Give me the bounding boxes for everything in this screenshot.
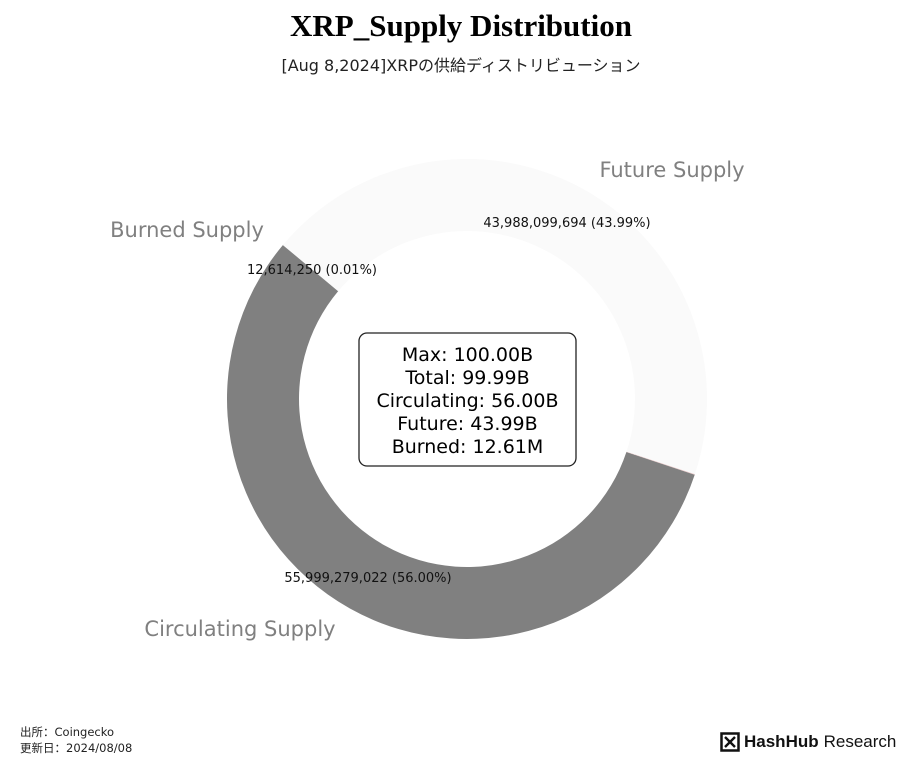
slice-circulating-supply [227, 244, 695, 639]
footer-notes: 出所：Coingecko 更新日：2024/08/08 [20, 724, 132, 756]
slice-burned-supply [626, 451, 695, 475]
label-circulating-supply: Circulating Supply [144, 617, 335, 641]
update-date: 更新日：2024/08/08 [20, 741, 133, 755]
summary-box [358, 332, 577, 467]
chart-title: XRP_Supply Distribution [290, 8, 632, 43]
summary-line: Future: 43.99B [397, 413, 537, 435]
value-label-future: 43,988,099,694 (43.99%) [483, 216, 650, 231]
hashhub-logo-icon [720, 732, 740, 752]
value-label-circulating: 55,999,279,022 (56.00%) [284, 571, 451, 586]
brand-logo: HashHub Research [720, 731, 896, 753]
summary-line: Burned: 12.61M [392, 436, 544, 458]
slice-future-supply [282, 159, 708, 475]
source-note: 出所：Coingecko [20, 725, 115, 739]
brand-name-regular: Research [823, 732, 897, 751]
summary-line: Total: 99.99B [404, 367, 529, 389]
label-burned-supply: Burned Supply [110, 218, 264, 242]
value-label-burned: 12,614,250 (0.01%) [247, 263, 377, 278]
summary-line: Circulating: 56.00B [376, 390, 558, 412]
brand-name-bold: HashHub [744, 732, 819, 751]
label-future-supply: Future Supply [599, 158, 744, 182]
chart-subtitle: [Aug 8,2024]XRPの供給ディストリビューション [281, 56, 641, 75]
summary-line: Max: 100.00B [402, 344, 533, 366]
